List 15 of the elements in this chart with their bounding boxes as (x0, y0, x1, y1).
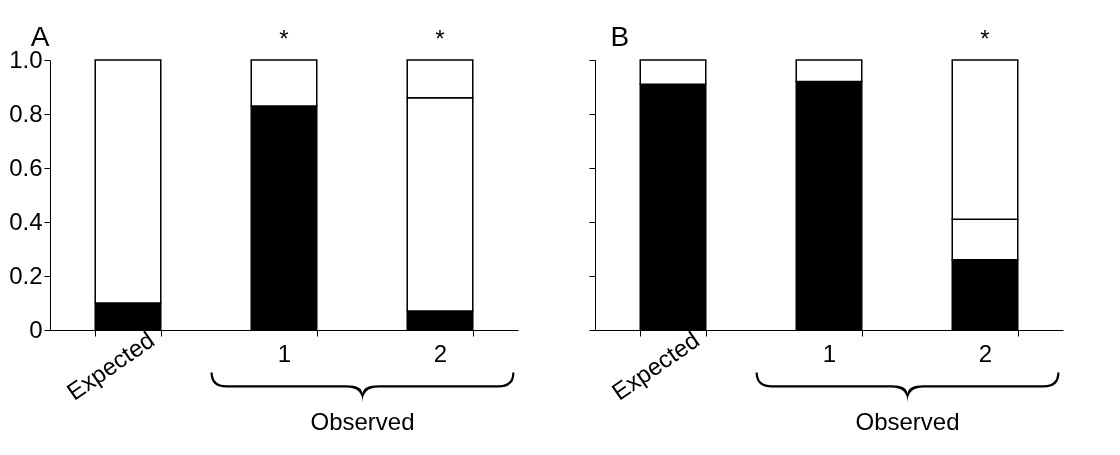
annotation: * (980, 25, 990, 52)
x-axis-title: Observed (855, 408, 960, 436)
x-axis-title: Observed (310, 408, 415, 436)
x-tick-label: 2 (433, 339, 448, 367)
x-tick-label: 1 (277, 339, 292, 367)
y-tick-label: 0.2 (9, 261, 43, 289)
chart-title: B (610, 21, 630, 52)
y-tick-label: 0.4 (9, 207, 43, 235)
annotation: * (435, 25, 445, 52)
y-tick-label: 0.8 (9, 99, 43, 127)
y-tick-label: 0.6 (9, 153, 43, 181)
annotation: * (279, 25, 289, 52)
x-tick-label: 2 (978, 339, 993, 367)
x-tick-label: 1 (822, 339, 837, 367)
y-tick-label: 0 (29, 315, 43, 343)
